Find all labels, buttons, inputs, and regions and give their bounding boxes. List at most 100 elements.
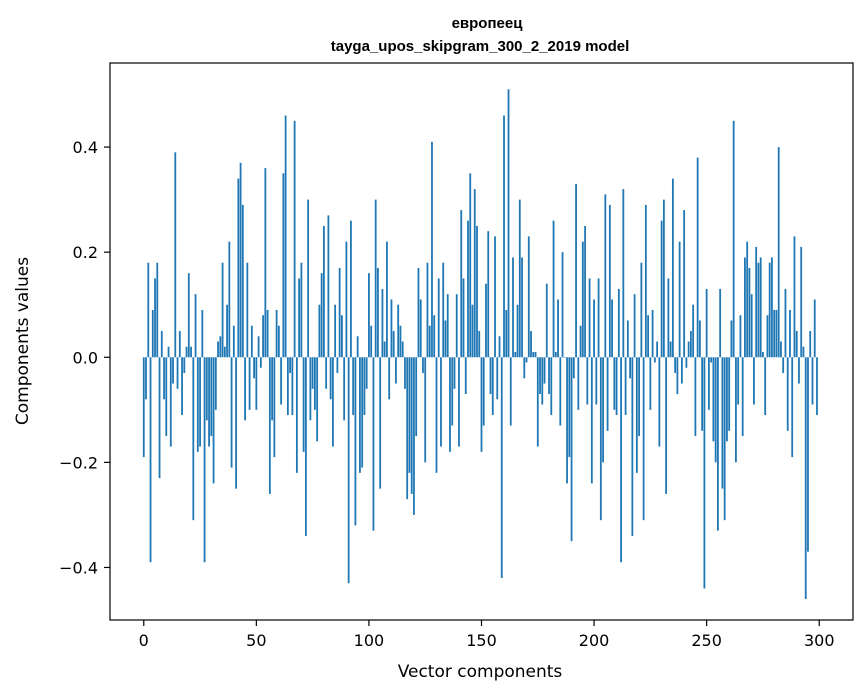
bar-127 <box>428 325 431 358</box>
y-axis-ticks: −0.4 −0.2 0.0 0.2 0.4 <box>59 138 110 577</box>
bar-35 <box>221 262 224 358</box>
bar-34 <box>219 336 222 358</box>
bar-84 <box>332 357 334 447</box>
bar-50 <box>255 357 258 410</box>
bar-187 <box>563 357 566 358</box>
bar-70 <box>300 262 303 358</box>
x-tick-label: 200 <box>579 631 610 650</box>
bar-43 <box>239 162 242 358</box>
bar-92 <box>350 220 352 358</box>
bar-200 <box>593 299 595 358</box>
bar-253 <box>712 357 715 442</box>
bar-95 <box>356 336 359 358</box>
bar-297 <box>811 357 814 405</box>
bar-240 <box>683 210 686 358</box>
bar-28 <box>205 357 208 421</box>
bar-115 <box>401 341 404 358</box>
bar-175 <box>536 357 539 447</box>
bar-174 <box>534 352 537 358</box>
x-tick-label: 100 <box>354 631 385 650</box>
bar-88 <box>341 315 343 358</box>
bar-138 <box>453 357 456 389</box>
bar-19 <box>185 346 188 358</box>
bar-181 <box>550 357 553 416</box>
bar-112 <box>395 357 397 384</box>
bar-104 <box>377 267 379 358</box>
bar-33 <box>217 341 219 358</box>
bar-244 <box>692 304 695 358</box>
bar-286 <box>786 357 789 431</box>
bar-68 <box>295 357 298 473</box>
bar-157 <box>496 357 499 400</box>
bar-128 <box>431 141 433 358</box>
bar-144 <box>467 220 469 358</box>
chart-title: европеец <box>452 15 524 32</box>
bar-251 <box>708 357 710 410</box>
bar-122 <box>417 267 420 358</box>
y-tick-label: 0.0 <box>73 348 98 367</box>
bar-199 <box>590 357 593 484</box>
bar-271 <box>753 357 755 405</box>
bar-152 <box>485 283 487 358</box>
bar-22 <box>192 357 195 521</box>
bar-29 <box>208 357 210 447</box>
bar-140 <box>458 357 460 447</box>
bar-235 <box>671 178 674 358</box>
bar-265 <box>739 315 742 358</box>
bar-81 <box>325 357 328 389</box>
bar-131 <box>437 278 440 358</box>
bar-17 <box>181 357 183 416</box>
bar-107 <box>383 341 386 358</box>
bar-26 <box>201 309 204 358</box>
bar-234 <box>669 341 672 358</box>
x-tick-label: 250 <box>691 631 722 650</box>
bar-263 <box>735 357 737 463</box>
bar-250 <box>705 288 708 358</box>
bar-272 <box>755 246 758 358</box>
bar-189 <box>568 357 571 458</box>
bar-283 <box>780 341 782 358</box>
bar-132 <box>440 357 442 447</box>
bar-180 <box>548 357 550 395</box>
bar-56 <box>268 357 271 494</box>
bar-221 <box>640 262 643 358</box>
bar-291 <box>798 357 800 384</box>
bar-267 <box>744 257 746 358</box>
bar-32 <box>214 357 217 410</box>
bar-192 <box>575 183 577 358</box>
bar-125 <box>424 357 427 463</box>
bar-145 <box>469 173 472 358</box>
bar-65 <box>289 357 292 374</box>
bar-75 <box>311 357 314 389</box>
bar-90 <box>345 241 348 358</box>
bar-77 <box>316 357 319 442</box>
bar-277 <box>766 315 769 358</box>
bar-212 <box>620 357 622 563</box>
bar-155 <box>491 357 494 416</box>
bar-93 <box>352 357 355 416</box>
bar-196 <box>584 225 586 358</box>
bar-232 <box>665 357 668 494</box>
bar-36 <box>223 346 226 358</box>
bar-158 <box>498 336 501 358</box>
bar-274 <box>759 257 762 358</box>
bar-31 <box>212 357 215 484</box>
bar-186 <box>561 252 564 358</box>
bar-40 <box>232 325 235 358</box>
bar-99 <box>365 357 368 389</box>
bar-225 <box>649 357 652 410</box>
bar-6 <box>156 262 159 358</box>
y-axis-label: Components values <box>13 257 33 425</box>
bar-241 <box>685 357 688 368</box>
bar-218 <box>633 294 636 358</box>
bar-269 <box>748 267 751 358</box>
bar-273 <box>757 262 760 358</box>
bar-148 <box>476 225 478 358</box>
bar-118 <box>408 357 411 473</box>
bar-76 <box>313 357 316 410</box>
bar-224 <box>647 315 650 358</box>
bar-228 <box>656 341 659 358</box>
bar-15 <box>176 357 179 389</box>
x-axis-ticks: 0 50 100 150 200 250 300 <box>139 620 835 650</box>
